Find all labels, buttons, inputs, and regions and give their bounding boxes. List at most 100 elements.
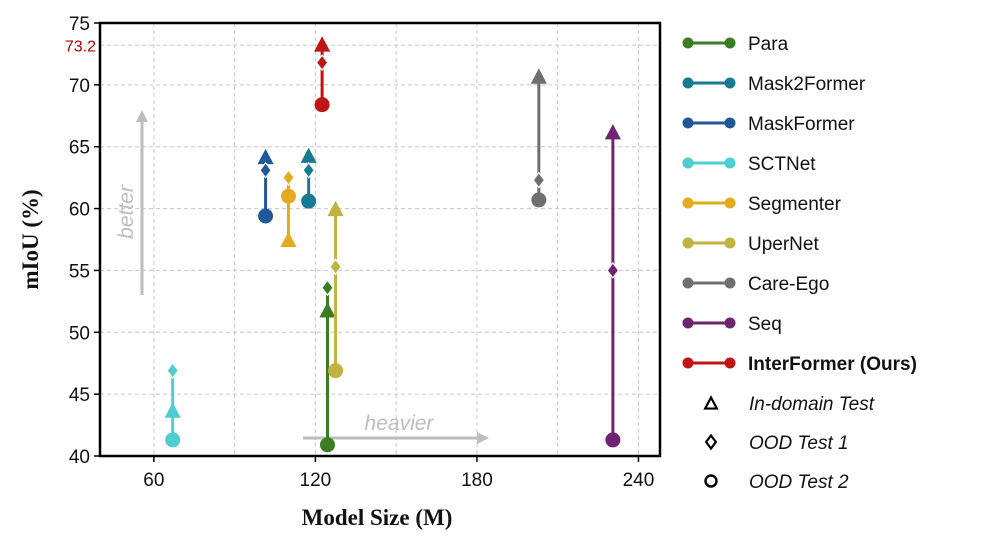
series-mask2former xyxy=(300,147,317,209)
legend-item: SCTNet xyxy=(682,154,816,175)
legend-dot xyxy=(724,357,736,369)
series-interformer-ours xyxy=(314,36,331,113)
in-domain-point xyxy=(327,200,344,217)
legend-label: Care-Ego xyxy=(748,274,829,295)
series-upernet xyxy=(327,200,344,379)
legend-item: Para xyxy=(682,34,789,55)
legend-marker-item: OOD Test 1 xyxy=(704,433,849,454)
y-tick-label: 70 xyxy=(69,76,90,97)
legend-label: UperNet xyxy=(748,234,819,255)
ood2-point xyxy=(605,432,621,448)
legend-label: MaskFormer xyxy=(748,114,855,135)
legend-dot xyxy=(682,237,694,249)
plot-frame xyxy=(98,21,662,458)
better-arrow-head xyxy=(136,110,148,122)
legend-marker-item: OOD Test 2 xyxy=(704,472,849,493)
x-axis-title: Model Size (M) xyxy=(302,505,453,530)
legend-dot xyxy=(724,117,736,129)
x-tick-label: 120 xyxy=(300,470,332,491)
ood1-point xyxy=(302,161,316,179)
legend-label: Seq xyxy=(748,314,782,335)
legend-dot xyxy=(724,157,736,169)
legend-label: Mask2Former xyxy=(748,74,866,95)
ood1-point xyxy=(321,279,334,297)
y-tick-label: 50 xyxy=(69,323,90,344)
legend-item: Care-Ego xyxy=(682,274,829,295)
ood2-point xyxy=(328,363,344,379)
heavier-label: heavier xyxy=(365,412,435,435)
legend-dot xyxy=(682,277,694,289)
legend-label: SCTNet xyxy=(748,154,816,175)
data-series xyxy=(164,36,621,453)
legend-dot xyxy=(682,117,694,129)
x-tick-label: 180 xyxy=(461,470,493,491)
legend-item: Seq xyxy=(682,314,782,335)
legend-item: Segmenter xyxy=(682,194,842,215)
legend-dot xyxy=(682,37,694,49)
legend-item: Mask2Former xyxy=(682,74,866,95)
legend-dot xyxy=(724,317,736,329)
legend-dot xyxy=(724,77,736,89)
y-tick-label: 55 xyxy=(69,261,90,282)
in-domain-point xyxy=(300,147,317,163)
grid-lines xyxy=(99,22,660,457)
legend-label: InterFormer (Ours) xyxy=(748,354,917,375)
series-sctnet xyxy=(164,362,181,448)
ood1-point xyxy=(315,54,329,72)
legend-dot xyxy=(682,77,694,89)
ood1-point xyxy=(606,261,620,279)
ood1-point xyxy=(166,362,180,380)
in-domain-point xyxy=(257,148,274,165)
x-tick-label: 240 xyxy=(623,470,655,491)
legend-label: Para xyxy=(748,34,789,55)
legend-item: UperNet xyxy=(682,234,819,255)
in-domain-point xyxy=(604,124,621,140)
legend-dot xyxy=(682,357,694,369)
ood2-point xyxy=(280,188,296,204)
ood2-point xyxy=(165,432,181,448)
legend-dot xyxy=(724,237,736,249)
circle-icon xyxy=(704,474,718,488)
ood1-point xyxy=(259,161,272,179)
better-label: better xyxy=(115,184,138,239)
y-tick-label: 45 xyxy=(69,385,90,406)
y-axis-title: mIoU (%) xyxy=(18,189,43,289)
ood2-point xyxy=(258,208,274,224)
legend-dot xyxy=(724,277,736,289)
tick-labels: 40 45 50 55 60 65 70 75 73.2 60 120 180 240 xyxy=(65,14,654,491)
ood1-point xyxy=(282,169,295,187)
series-maskformer xyxy=(257,148,274,224)
legend-item: InterFormer (Ours) xyxy=(682,354,917,375)
legend-marker-label: OOD Test 2 xyxy=(749,472,849,493)
series-seq xyxy=(604,124,621,448)
in-domain-point xyxy=(314,36,331,52)
in-domain-point xyxy=(530,68,547,84)
ood1-point xyxy=(532,171,546,189)
series-care-ego xyxy=(530,68,547,208)
heavier-arrow-head xyxy=(477,432,489,444)
legend-dot xyxy=(682,197,694,209)
series-segmenter xyxy=(280,169,297,248)
y-tick-label-highlight: 73.2 xyxy=(65,38,96,55)
ood2-point xyxy=(314,97,330,113)
legend-item: MaskFormer xyxy=(682,114,855,135)
series-para xyxy=(319,279,336,453)
y-tick-label: 40 xyxy=(69,447,90,468)
in-domain-point xyxy=(319,302,336,318)
ood2-point xyxy=(531,192,547,208)
legend: Para Mask2Former MaskFormer SCTNet Segmenter… xyxy=(682,34,917,493)
in-domain-point xyxy=(280,231,297,248)
legend-dot xyxy=(724,37,736,49)
legend-marker-label: In-domain Test xyxy=(749,394,875,415)
legend-marker-label: OOD Test 1 xyxy=(749,433,849,454)
ood1-point xyxy=(329,258,342,276)
x-tick-label: 60 xyxy=(143,470,164,491)
triangle-icon xyxy=(703,395,719,410)
annotations: better heavier xyxy=(115,110,489,444)
y-tick-label: 60 xyxy=(69,200,90,221)
legend-marker-item: In-domain Test xyxy=(703,394,875,415)
y-tick-label: 75 xyxy=(69,14,90,35)
in-domain-point xyxy=(164,402,181,418)
diamond-icon xyxy=(704,433,718,451)
